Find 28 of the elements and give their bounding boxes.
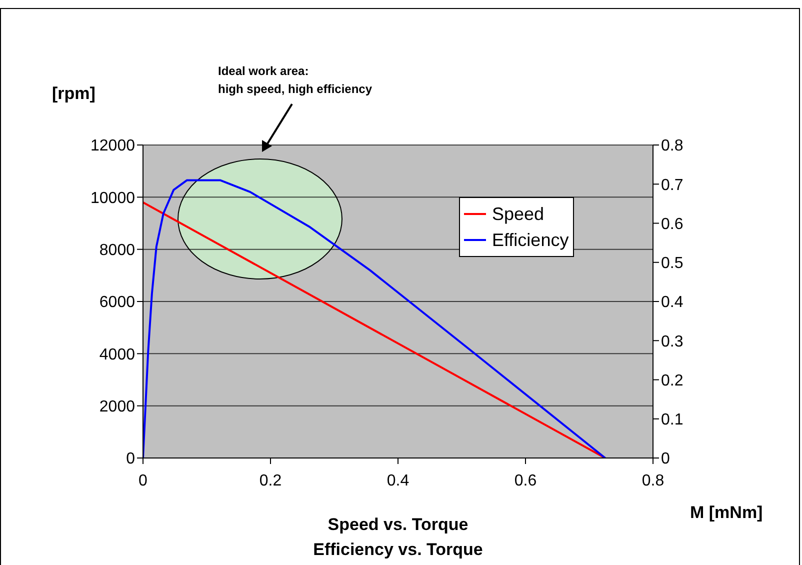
y-tick-label: 8000 [99,242,136,260]
legend-label: Speed [492,204,544,224]
x-tick-label: 0.8 [642,472,664,490]
text: Speed vs. Torque [326,514,470,536]
y2-tick-label: 0.2 [661,372,684,390]
y2-tick-label: 0.7 [661,176,684,194]
x-axis-title: M [mNm] [690,503,763,523]
x-tick-label: 0.6 [514,472,537,490]
y-tick-label: 4000 [99,346,136,364]
y-axis-title: [rpm] [52,84,96,104]
y-tick-label: 6000 [99,294,136,312]
y-tick-label: 0 [126,450,136,468]
y2-tick-label: 0.5 [661,255,684,272]
y-tick-label: 2000 [99,398,136,416]
x-tick-label: 0.2 [259,472,282,490]
y2-tick-label: 0.8 [661,138,684,155]
legend-label: Efficiency [492,230,569,250]
text: Efficiency vs. Torque [312,539,484,561]
y2-tick-label: 0.6 [661,216,684,233]
y-tick-label: 10000 [90,190,136,207]
y2-tick-label: 0.3 [661,333,684,350]
y2-tick-label: 0 [661,450,670,468]
x-tick-label: 0.4 [386,472,410,490]
x-tick-label: 0 [138,472,148,490]
y2-tick-label: 0.1 [661,412,684,429]
y2-tick-label: 0.4 [661,294,684,312]
y-tick-label: 12000 [90,138,136,155]
text: Ideal work area: high speed, high efficiency [218,63,372,98]
